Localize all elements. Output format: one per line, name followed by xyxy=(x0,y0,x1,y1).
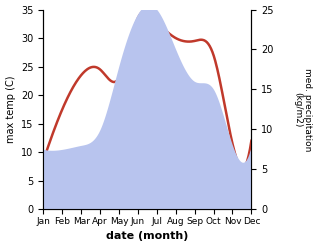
Y-axis label: max temp (C): max temp (C) xyxy=(5,76,16,143)
Y-axis label: med. precipitation
(kg/m2): med. precipitation (kg/m2) xyxy=(293,68,313,151)
X-axis label: date (month): date (month) xyxy=(106,231,189,242)
